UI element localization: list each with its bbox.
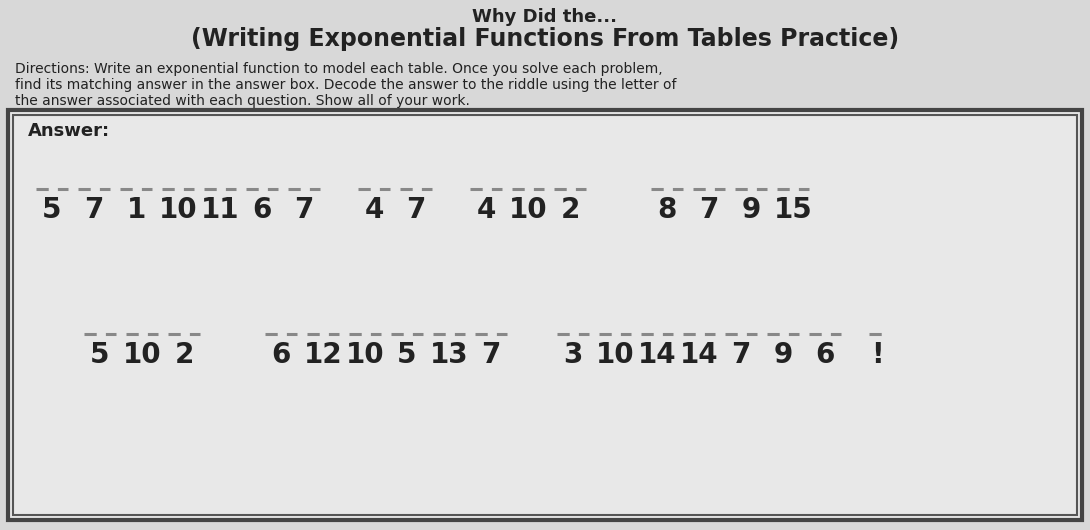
Text: 10: 10	[123, 341, 161, 369]
Text: 14: 14	[680, 341, 718, 369]
Text: 4: 4	[476, 196, 496, 224]
Text: 14: 14	[638, 341, 676, 369]
Text: Why Did the...: Why Did the...	[472, 8, 618, 26]
Text: 10: 10	[346, 341, 385, 369]
Text: 7: 7	[700, 196, 718, 224]
Text: 6: 6	[252, 196, 271, 224]
Text: 13: 13	[429, 341, 469, 369]
Bar	[8, 110, 1082, 520]
Text: 3: 3	[564, 341, 583, 369]
Text: 9: 9	[741, 196, 761, 224]
Text: 7: 7	[294, 196, 314, 224]
Text: 10: 10	[596, 341, 634, 369]
Text: 9: 9	[774, 341, 792, 369]
Text: 7: 7	[482, 341, 500, 369]
Text: 5: 5	[43, 196, 62, 224]
Text: 2: 2	[174, 341, 194, 369]
Text: Answer:: Answer:	[28, 122, 110, 140]
Text: 12: 12	[304, 341, 342, 369]
Text: 7: 7	[407, 196, 426, 224]
Text: (Writing Exponential Functions From Tables Practice): (Writing Exponential Functions From Tabl…	[191, 27, 899, 51]
Text: 10: 10	[159, 196, 197, 224]
Text: the answer associated with each question. Show all of your work.: the answer associated with each question…	[15, 94, 470, 108]
Text: 5: 5	[397, 341, 416, 369]
Text: !: !	[871, 341, 883, 369]
Text: 1: 1	[126, 196, 146, 224]
Text: 4: 4	[364, 196, 384, 224]
Text: 6: 6	[815, 341, 835, 369]
Text: 10: 10	[509, 196, 547, 224]
Text: find its matching answer in the answer box. Decode the answer to the riddle usin: find its matching answer in the answer b…	[15, 78, 677, 92]
Text: 7: 7	[731, 341, 751, 369]
Bar	[13, 115, 1077, 515]
Text: 7: 7	[84, 196, 104, 224]
Text: 15: 15	[774, 196, 812, 224]
Text: 6: 6	[271, 341, 291, 369]
Text: Directions: Write an exponential function to model each table. Once you solve ea: Directions: Write an exponential functio…	[15, 62, 663, 76]
Text: 8: 8	[657, 196, 677, 224]
Text: 2: 2	[560, 196, 580, 224]
Text: 5: 5	[90, 341, 110, 369]
Text: 11: 11	[201, 196, 239, 224]
